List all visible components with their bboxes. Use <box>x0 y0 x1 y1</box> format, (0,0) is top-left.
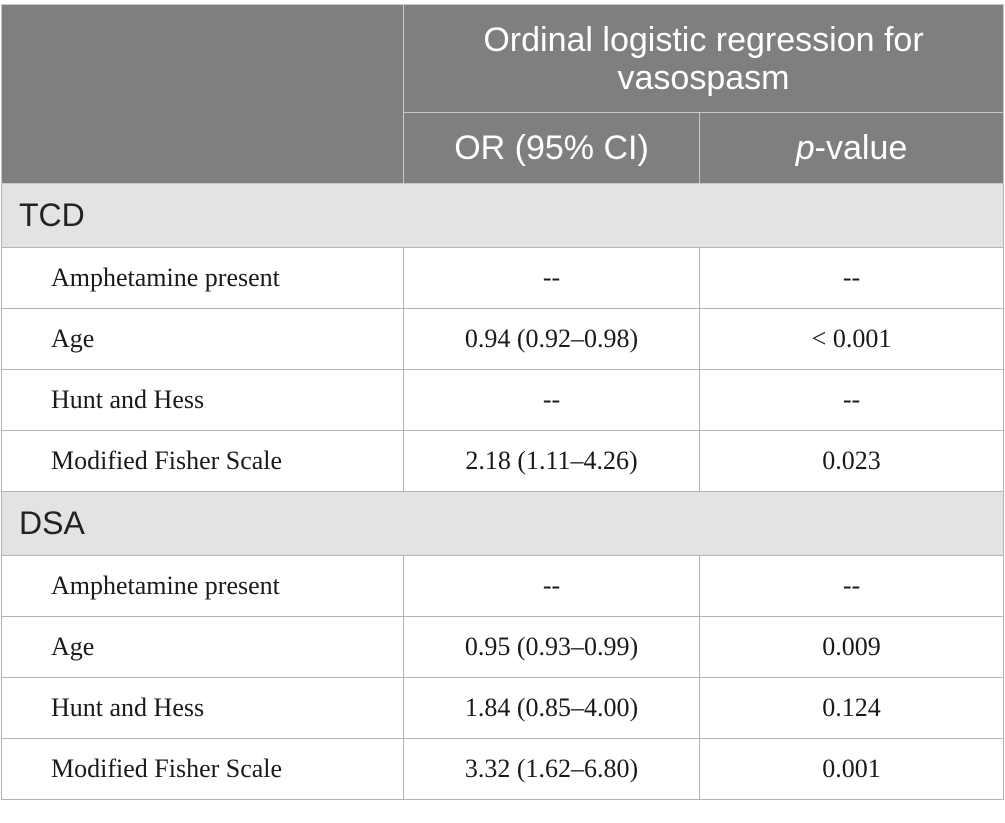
or-ci-value: 3.32 (1.62–6.80) <box>403 738 700 800</box>
row-label: Modified Fisher Scale <box>1 738 404 800</box>
or-ci-value: 1.84 (0.85–4.00) <box>403 677 700 739</box>
table-row: Hunt and Hess -- -- <box>1 369 1005 431</box>
regression-table: Ordinal logistic regression for vasospas… <box>0 4 1005 800</box>
or-ci-value: -- <box>403 369 700 431</box>
section-title: TCD <box>0 183 1005 248</box>
row-label: Age <box>1 308 404 370</box>
p-value: 0.124 <box>698 677 1005 739</box>
row-label: Amphetamine present <box>1 555 404 617</box>
or-ci-value: 2.18 (1.11–4.26) <box>403 430 700 492</box>
p-value: -- <box>698 555 1005 617</box>
p-value: 0.023 <box>698 430 1005 492</box>
row-label: Modified Fisher Scale <box>1 430 404 492</box>
header-blank-cell <box>1 4 404 184</box>
p-value-suffix: -value <box>814 128 908 167</box>
table-row: Age 0.94 (0.92–0.98) < 0.001 <box>1 308 1005 370</box>
section-row-tcd: TCD <box>0 183 1005 248</box>
section-title: DSA <box>0 491 1005 556</box>
row-label: Age <box>1 616 404 678</box>
row-label: Amphetamine present <box>1 247 404 309</box>
table-row: Hunt and Hess 1.84 (0.85–4.00) 0.124 <box>1 677 1005 739</box>
header-or-ci: OR (95% CI) <box>403 112 700 184</box>
header-p-value: p-value <box>698 112 1005 184</box>
p-value: 0.001 <box>698 738 1005 800</box>
or-ci-value: -- <box>403 555 700 617</box>
row-label: Hunt and Hess <box>1 677 404 739</box>
p-italic-label: p <box>795 128 815 167</box>
table-row: Modified Fisher Scale 2.18 (1.11–4.26) 0… <box>1 430 1005 492</box>
row-label: Hunt and Hess <box>1 369 404 431</box>
or-ci-value: 0.94 (0.92–0.98) <box>403 308 700 370</box>
p-value: 0.009 <box>698 616 1005 678</box>
p-value: < 0.001 <box>698 308 1005 370</box>
table-row: Age 0.95 (0.93–0.99) 0.009 <box>1 616 1005 678</box>
table-row: Amphetamine present -- -- <box>1 555 1005 617</box>
table-row: Amphetamine present -- -- <box>1 247 1005 309</box>
section-row-dsa: DSA <box>0 491 1005 556</box>
table-row: Modified Fisher Scale 3.32 (1.62–6.80) 0… <box>1 738 1005 800</box>
p-value: -- <box>698 369 1005 431</box>
or-ci-value: -- <box>403 247 700 309</box>
or-ci-value: 0.95 (0.93–0.99) <box>403 616 700 678</box>
p-value: -- <box>698 247 1005 309</box>
header-group-title: Ordinal logistic regression for vasospas… <box>402 4 1005 113</box>
